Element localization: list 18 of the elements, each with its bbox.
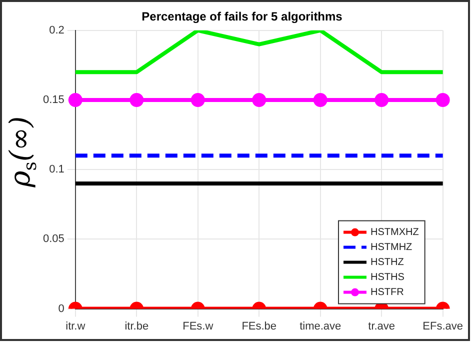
chart-title: Percentage of fails for 5 algorithms: [142, 10, 343, 24]
x-tick-label: itr.w: [66, 320, 86, 332]
y-tick-label: 0.1: [49, 164, 64, 176]
x-tick-label: time.ave: [300, 320, 342, 332]
legend-label: HSTHS: [370, 272, 405, 284]
x-tick-label: tr.ave: [368, 320, 396, 332]
y-tick-label: 0.2: [49, 24, 64, 36]
x-tick-label: FEs.w: [182, 320, 214, 332]
legend-label: HSTFR: [370, 287, 404, 298]
legend-label: HSTMXHZ: [370, 227, 419, 238]
y-tick-label: 0.15: [42, 94, 64, 106]
x-tick-label: EFs.ave: [422, 320, 464, 332]
y-tick-label: 0.05: [42, 233, 64, 246]
x-tick-label: itr.be: [124, 320, 149, 332]
x-tick-label: FEs.be: [242, 320, 277, 332]
legend-label: HSTMHZ: [370, 242, 412, 254]
y-tick-label: 0: [58, 302, 64, 315]
legend-label: HSTHZ: [370, 257, 404, 268]
